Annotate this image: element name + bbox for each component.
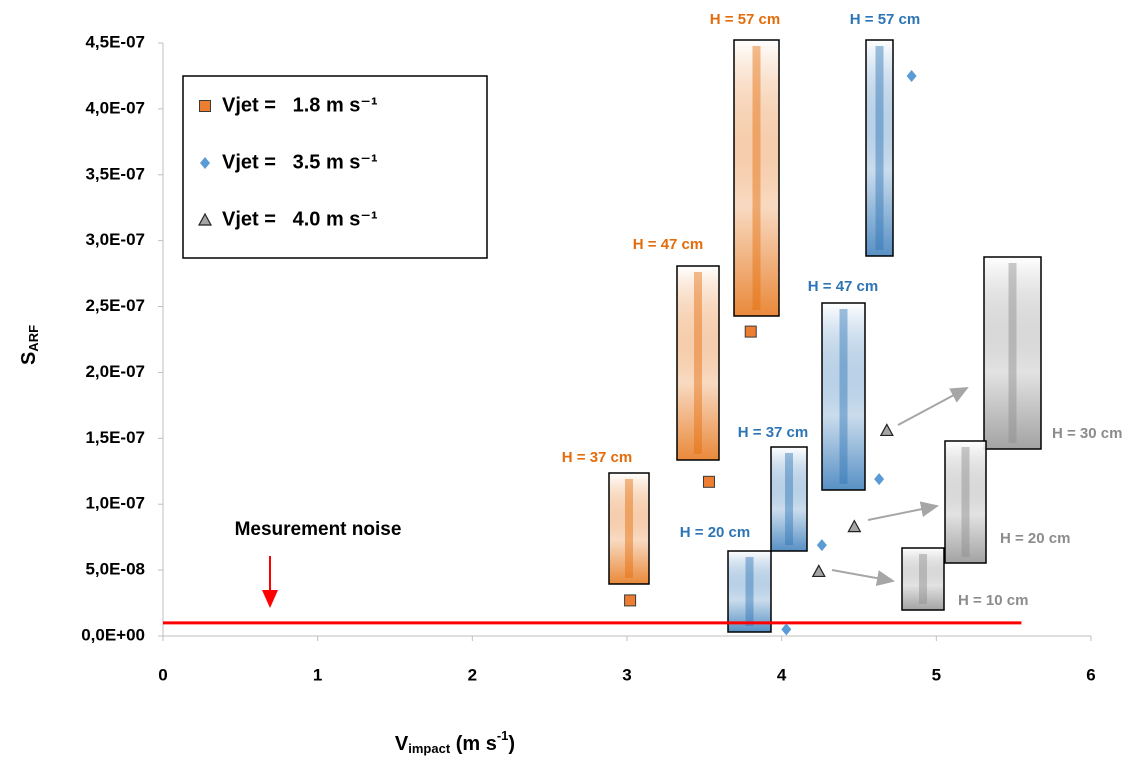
y-tick-label: 3,5E-07 [85, 164, 145, 183]
y-tick-label: 4,5E-07 [85, 32, 145, 51]
legend-box [182, 75, 488, 259]
inset-jet [745, 557, 754, 626]
point [811, 564, 826, 578]
x-label-part: (m s [450, 733, 497, 755]
legend-label: Vjet = 4.0 m s⁻¹ [222, 208, 378, 230]
inset-label: H = 20 cm [1000, 530, 1070, 547]
inset-image [821, 302, 866, 491]
x-tick-label: 2 [468, 665, 477, 684]
x-label-part: impact [408, 741, 451, 756]
x-tick-label: 4 [777, 665, 787, 684]
legend-marker [200, 157, 210, 169]
inset-label: H = 20 cm [680, 524, 750, 541]
inset-label: H = 37 cm [738, 424, 808, 441]
inset-image [983, 256, 1042, 450]
inset-jet [694, 272, 702, 454]
x-tick-label: 6 [1086, 665, 1095, 684]
point [816, 539, 827, 552]
y-tick-label: 2,5E-07 [85, 296, 145, 315]
y-label-sub: ARF [26, 325, 41, 352]
point [624, 594, 637, 607]
x-label-part: V [395, 733, 409, 755]
inset-jet [1008, 263, 1017, 443]
inset-image [727, 550, 772, 633]
inset-image [865, 39, 894, 257]
inset-label: H = 57 cm [710, 11, 780, 28]
y-label-main: S [18, 352, 40, 365]
x-tick-label: 1 [313, 665, 322, 684]
inset-image [944, 440, 987, 564]
inset-jet [875, 46, 884, 250]
y-tick-label: 0,0E+00 [81, 625, 145, 644]
point [847, 519, 862, 533]
arrow [897, 387, 969, 426]
inset-image [901, 547, 945, 611]
x-tick-label: 3 [622, 665, 631, 684]
x-axis-label: Vimpact (m s-1) [395, 728, 515, 756]
inset-label: H = 57 cm [850, 11, 920, 28]
inset-label: H = 47 cm [633, 236, 703, 253]
y-tick-label: 4,0E-07 [85, 98, 145, 117]
x-tick-label: 0 [158, 665, 167, 684]
inset-jet [839, 309, 848, 484]
arrow [867, 501, 939, 521]
arrow [831, 569, 895, 587]
legend-label: Vjet = 3.5 m s⁻¹ [222, 151, 378, 173]
y-tick-label: 3,0E-07 [85, 230, 145, 249]
inset-jet [785, 453, 793, 545]
inset-label: H = 47 cm [808, 278, 878, 295]
legend-label: Vjet = 1.8 m s⁻¹ [222, 94, 378, 116]
inset-image [676, 265, 720, 461]
y-tick-label: 2,0E-07 [85, 362, 145, 381]
legend-marker [197, 212, 213, 226]
x-label-part: -1 [497, 728, 509, 743]
inset-image [733, 39, 780, 317]
inset-label: H = 30 cm [1052, 425, 1122, 442]
y-tick-label: 1,0E-07 [85, 494, 145, 513]
x-tick-label: 5 [932, 665, 941, 684]
inset-image [608, 472, 650, 585]
point [781, 623, 792, 636]
inset-label: H = 37 cm [562, 449, 632, 466]
point [906, 69, 917, 82]
inset-jet [752, 46, 761, 310]
x-label-part: ) [508, 733, 515, 755]
inset-jet [919, 554, 927, 604]
noise-label: Mesurement noise [235, 519, 402, 540]
point [702, 475, 715, 488]
inset-jet [961, 447, 970, 557]
y-tick-label: 5,0E-08 [85, 560, 145, 579]
point [744, 325, 757, 338]
inset-image [770, 446, 808, 552]
y-tick-label: 1,5E-07 [85, 428, 145, 447]
point [879, 423, 894, 437]
y-axis-label: SARF [18, 325, 41, 365]
inset-jet [625, 479, 633, 578]
point [874, 473, 885, 486]
legend-marker [199, 100, 211, 112]
inset-label: H = 10 cm [958, 592, 1028, 609]
